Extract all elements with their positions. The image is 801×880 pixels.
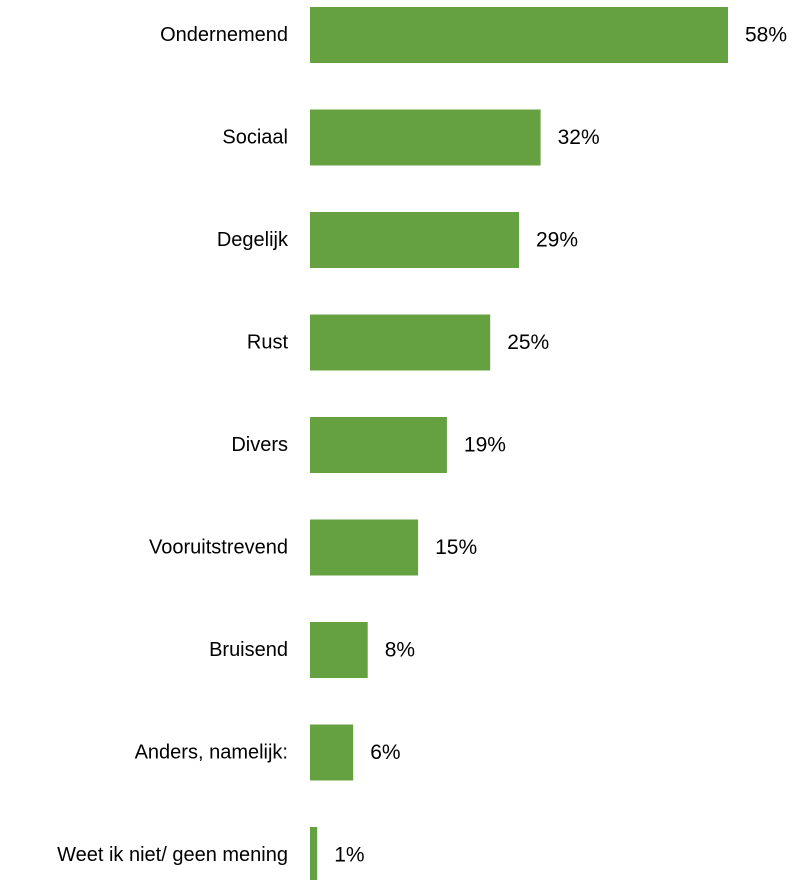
value-label: 19% [464, 434, 506, 457]
bar-2 [310, 212, 519, 268]
value-labels: 58% 32% 29% 25% 19% 15% 8% 6% 1% [334, 24, 787, 867]
category-label: Sociaal [222, 127, 288, 149]
value-label: 25% [507, 331, 549, 354]
value-label: 29% [536, 229, 578, 252]
bar-6 [310, 622, 368, 678]
category-label: Weet ik niet/ geen mening [57, 844, 288, 866]
value-label: 8% [385, 639, 415, 662]
bar-7 [310, 724, 354, 781]
category-label: Degelijk [217, 229, 289, 251]
category-label: Anders, namelijk: [135, 742, 288, 764]
value-label: 58% [745, 24, 787, 47]
bar-5 [310, 519, 419, 576]
bars [310, 7, 728, 880]
value-label: 1% [334, 844, 364, 867]
value-label: 6% [370, 741, 400, 764]
category-label: Divers [231, 434, 288, 456]
category-label: Bruisend [209, 639, 288, 661]
category-label: Rust [247, 332, 289, 354]
bar-1 [310, 109, 541, 166]
bar-3 [310, 314, 491, 371]
bar-4 [310, 417, 447, 473]
category-labels: Ondernemend Sociaal Degelijk Rust Divers Voor… [57, 24, 289, 866]
bar-0 [310, 7, 728, 63]
category-label: Vooruitstrevend [149, 537, 288, 559]
value-label: 32% [558, 126, 600, 149]
category-label: Ondernemend [160, 24, 288, 46]
bar-8 [310, 827, 318, 880]
value-label: 15% [435, 536, 477, 559]
